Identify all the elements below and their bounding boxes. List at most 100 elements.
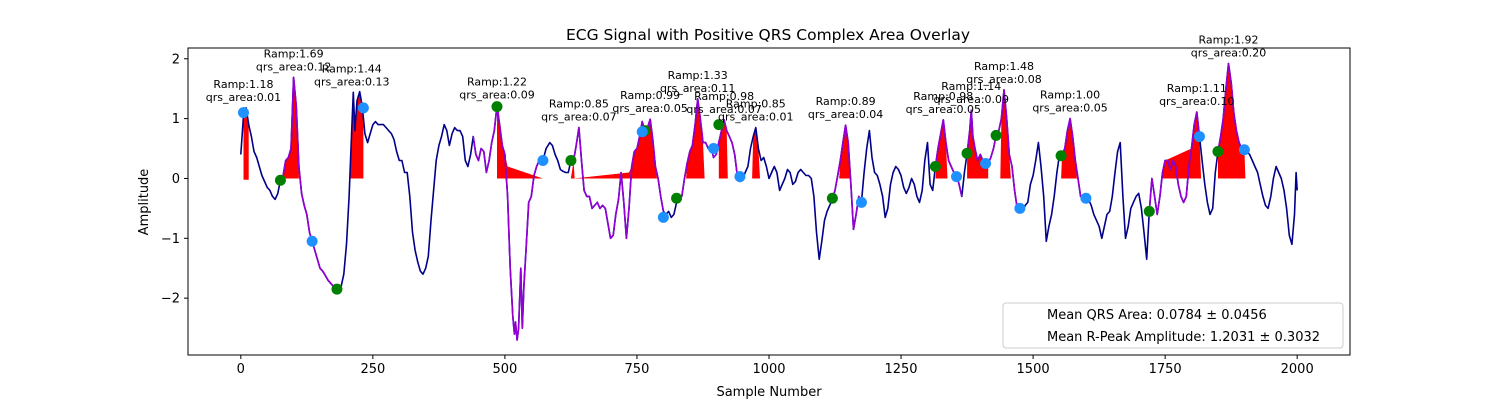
peak-annotation-area: qrs_area:0.09	[459, 88, 534, 101]
s-point-marker	[951, 171, 963, 183]
q-point-marker	[274, 174, 286, 186]
peak-annotation-area: qrs_area:0.07	[541, 111, 616, 124]
x-tick-label: 250	[360, 362, 385, 377]
q-point-marker	[1143, 205, 1155, 217]
qrs-area-fill	[752, 127, 760, 179]
s-point-marker	[855, 196, 867, 208]
s-point-marker	[636, 126, 648, 138]
s-point-marker	[1014, 202, 1026, 214]
peak-annotation-area: qrs_area:0.07	[686, 103, 761, 116]
peak-annotation-ramp: Ramp:1.44	[322, 62, 382, 75]
legend: Mean QRS Area: 0.0784 ± 0.0456 Mean R-Pe…	[1002, 302, 1344, 349]
peak-annotation-area: qrs_area:0.01	[206, 91, 281, 104]
s-point-marker	[708, 143, 720, 155]
s-point-marker	[980, 157, 992, 169]
x-tick-label: 0	[237, 362, 245, 377]
qrs-segment-line	[279, 76, 338, 290]
s-point-marker	[237, 107, 249, 119]
q-point-marker	[331, 283, 343, 295]
x-axis-label: Sample Number	[716, 385, 822, 400]
peak-annotation-area: qrs_area:0.10	[1159, 95, 1234, 108]
y-tick-label: −1	[161, 232, 180, 247]
y-tick-label: 0	[172, 172, 180, 187]
qrs-area-fill	[280, 77, 299, 179]
peak-annotation-ramp: Ramp:1.00	[1040, 89, 1100, 102]
peak-annotation-area: qrs_area:0.05	[906, 103, 981, 116]
s-point-marker	[537, 155, 549, 167]
peak-annotation-area: qrs_area:0.09	[934, 93, 1009, 106]
x-tick-label: 750	[625, 362, 650, 377]
q-point-marker	[491, 101, 503, 113]
peak-annotation-ramp: Ramp:0.98	[913, 90, 973, 103]
q-point-marker	[929, 160, 941, 172]
qrs-area-fill	[1000, 89, 1011, 179]
legend-entry-r-peak: Mean R-Peak Amplitude: 1.2031 ± 0.3032	[1047, 330, 1320, 345]
x-tick-label: 1500	[1017, 362, 1050, 377]
peak-annotation-area: qrs_area:0.11	[660, 82, 735, 95]
qrs-area-fill	[1061, 118, 1077, 179]
peak-annotation-ramp: Ramp:1.18	[213, 78, 273, 91]
peak-annotation-ramp: Ramp:0.99	[620, 89, 680, 102]
peak-annotation-ramp: Ramp:1.11	[1167, 82, 1227, 95]
y-tick-label: 2	[172, 52, 180, 67]
plot-area: Ramp:1.18qrs_area:0.01Ramp:1.69qrs_area:…	[206, 34, 1298, 341]
legend-entry-qrs-area: Mean QRS Area: 0.0784 ± 0.0456	[1047, 308, 1267, 323]
qrs-area-fill	[1218, 63, 1246, 179]
s-point-marker	[657, 211, 669, 223]
s-point-marker	[1080, 192, 1092, 204]
y-axis-label: Amplitude	[137, 169, 152, 236]
peak-annotation-area: qrs_area:0.01	[718, 111, 793, 124]
s-point-marker	[357, 102, 369, 114]
qrs-segment-line	[966, 89, 1020, 210]
peak-annotation-ramp: Ramp:0.85	[549, 98, 609, 111]
q-point-marker	[713, 119, 725, 131]
s-point-marker	[306, 235, 318, 247]
q-point-marker	[565, 155, 577, 167]
peak-annotation-ramp: Ramp:1.48	[974, 60, 1034, 73]
qrs-segment-line	[1148, 111, 1201, 216]
peak-markers	[237, 101, 1250, 295]
x-tick-label: 500	[492, 362, 517, 377]
x-axis-ticks: 0 250 500 750 1000 1250 1500 1750 2000	[237, 355, 1314, 377]
s-point-marker	[734, 171, 746, 183]
peak-annotation-ramp: Ramp:0.98	[694, 90, 754, 103]
peak-annotation-ramp: Ramp:1.14	[941, 80, 1001, 93]
qrs-segment-line	[472, 104, 543, 341]
peak-annotation-ramp: Ramp:1.22	[467, 75, 527, 88]
peak-annotation-area: qrs_area:0.08	[966, 73, 1041, 86]
qrs-area-fill	[497, 105, 543, 179]
qrs-area-fill	[573, 119, 657, 179]
x-tick-label: 1000	[752, 362, 785, 377]
qrs-segment-line	[1217, 62, 1245, 152]
q-point-marker	[1055, 150, 1067, 162]
ecg-signal-line	[240, 62, 1298, 341]
y-tick-label: 1	[172, 112, 180, 127]
peak-annotation-area: qrs_area:0.05	[1032, 102, 1107, 115]
chart-title: ECG Signal with Positive QRS Complex Are…	[566, 26, 970, 44]
peak-annotation-ramp: Ramp:0.89	[816, 95, 876, 108]
x-tick-label: 1750	[1149, 362, 1182, 377]
peak-annotation-area: qrs_area:0.05	[612, 102, 687, 115]
y-tick-label: −2	[161, 292, 180, 307]
x-tick-label: 2000	[1281, 362, 1314, 377]
x-tick-label: 1250	[884, 362, 917, 377]
q-point-marker	[671, 192, 683, 204]
y-axis-ticks: −2 −1 0 1 2	[161, 52, 188, 307]
peak-annotation-area: qrs_area:0.04	[808, 108, 883, 121]
peak-annotation-area: qrs_area:0.12	[256, 60, 331, 73]
s-point-marker	[1238, 144, 1250, 156]
peak-annotation-ramp: Ramp:1.33	[668, 69, 728, 82]
q-point-marker	[1212, 146, 1224, 158]
qrs-segment-line	[831, 124, 863, 231]
peak-annotation-area: qrs_area:0.20	[1191, 47, 1266, 60]
peak-annotation-ramp: Ramp:0.85	[726, 98, 786, 111]
peak-annotation-area: qrs_area:0.13	[314, 75, 389, 88]
qrs-area-fill	[243, 107, 249, 180]
q-point-marker	[961, 147, 973, 159]
legend-box	[1002, 302, 1344, 349]
peak-annotation-ramp: Ramp:1.69	[264, 47, 324, 60]
q-point-marker	[990, 129, 1002, 141]
peak-annotation-ramp: Ramp:1.92	[1198, 34, 1258, 47]
q-point-marker	[826, 192, 838, 204]
